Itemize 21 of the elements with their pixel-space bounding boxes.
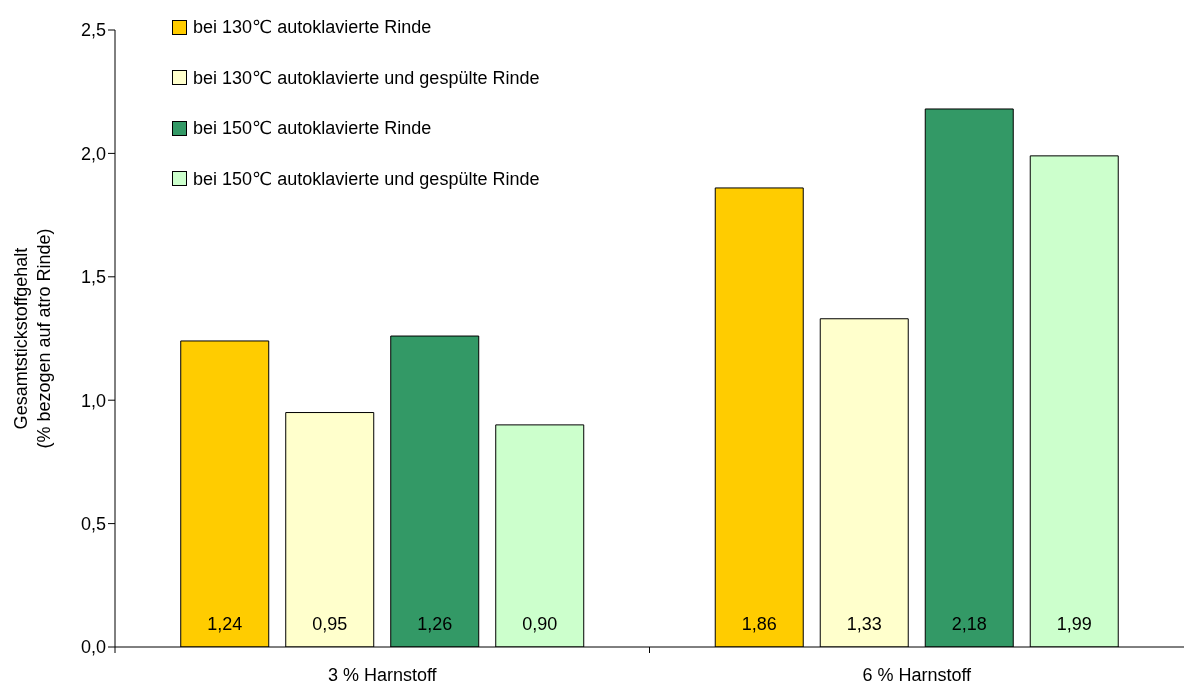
y-tick-label: 1,0 [80, 390, 106, 411]
y-tick-label: 1,5 [80, 267, 106, 288]
x-tick-label: 6 % Harnstoff [862, 665, 973, 685]
legend-label: bei 130℃ autoklavierte und gespülte Rinde [193, 66, 540, 89]
y-tick-label: 0,0 [80, 637, 106, 658]
x-tick-label: 3 % Harnstoff [327, 665, 438, 685]
y-tick-label: 2,0 [80, 143, 106, 164]
y-axis-title: Gesamtstickstoffgehalt (% bezogen auf atro Rinde) [10, 228, 54, 449]
data-label: 1,86 [741, 613, 777, 634]
data-label: 1,24 [207, 613, 243, 634]
legend-label: bei 150℃ autoklavierte Rinde [193, 117, 432, 140]
y-tick-label: 2,5 [80, 20, 106, 41]
data-label: 1,99 [1056, 613, 1092, 634]
data-label: 2,18 [951, 613, 987, 634]
legend-label: bei 130℃ autoklavierte Rinde [193, 16, 432, 39]
y-tick-label: 0,5 [80, 513, 106, 534]
data-label: 0,95 [312, 613, 348, 634]
data-label: 1,26 [417, 613, 453, 634]
data-label: 1,33 [846, 613, 882, 634]
legend-label: bei 150℃ autoklavierte und gespülte Rinde [193, 167, 540, 190]
data-label: 0,90 [522, 613, 558, 634]
